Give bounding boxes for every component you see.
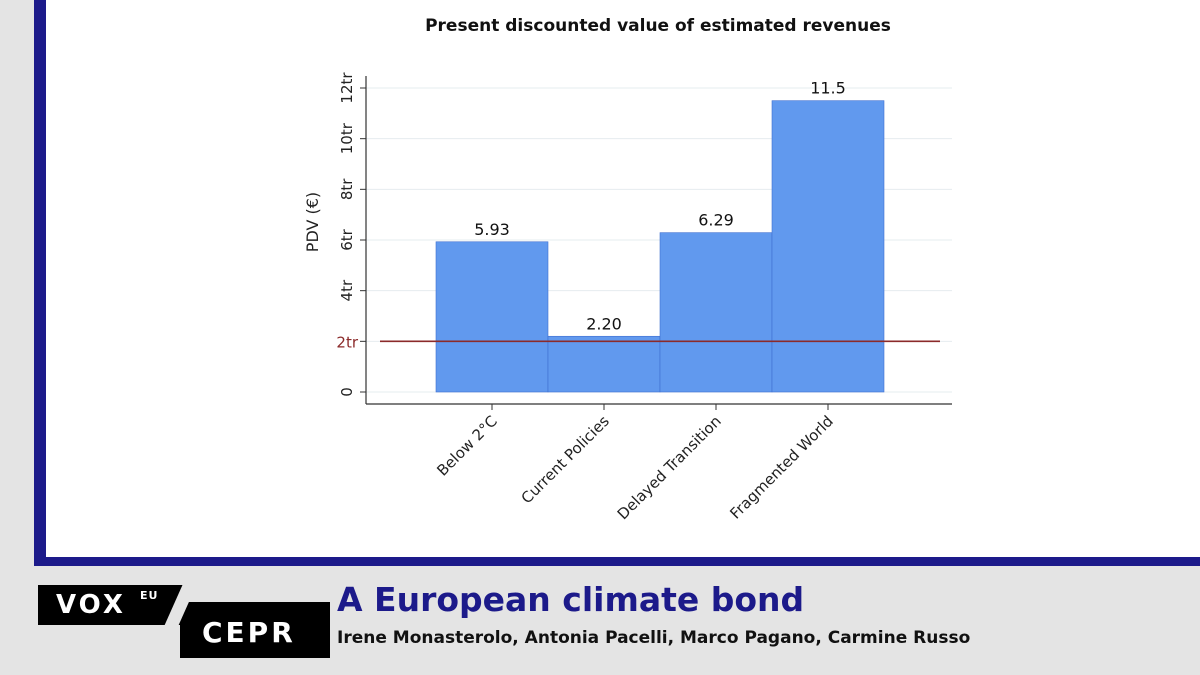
bar-value-label: 6.29: [698, 211, 734, 230]
bar-value-label: 5.93: [474, 220, 510, 239]
bar: [771, 100, 885, 393]
y-tick-label: 10tr: [338, 122, 356, 154]
bar-value-label: 11.5: [810, 79, 846, 98]
bar-value-label: 2.20: [586, 314, 622, 333]
logo-cepr: CEPR: [202, 616, 296, 649]
logo-eu: EU: [140, 589, 159, 602]
bar: [659, 232, 773, 393]
y-tick-label: 2tr: [336, 333, 358, 351]
x-tick-label: Fragmented World: [726, 412, 836, 522]
bar-chart: 0 2tr 4tr 6tr 8tr 10tr 12tr PDV (€) 5.93 Below 2°…: [303, 72, 952, 523]
chart-panel: Present discounted value of estimated re…: [34, 0, 1200, 566]
y-tick-label: 12tr: [338, 72, 356, 104]
article-title: A European climate bond: [337, 580, 805, 619]
bar: [435, 241, 549, 393]
x-tick-label: Below 2°C: [433, 412, 500, 479]
y-tick-label: 4tr: [338, 279, 356, 301]
x-tick-label: Delayed Transition: [614, 412, 725, 523]
y-tick-label: 8tr: [338, 178, 356, 200]
logo-vox: VOX: [56, 590, 126, 620]
y-axis-label: PDV (€): [303, 192, 322, 252]
x-tick-label: Current Policies: [518, 412, 613, 507]
y-tick-label: 6tr: [338, 228, 356, 250]
bar: [547, 335, 661, 393]
y-tick-label: 0: [338, 387, 356, 397]
vox-logo-box: VOX EU: [38, 585, 186, 625]
voxeu-cepr-logo: VOX EU CEPR: [34, 581, 334, 663]
article-authors: Irene Monasterolo, Antonia Pacelli, Marc…: [337, 628, 971, 648]
chart-title: Present discounted value of estimated re…: [425, 16, 891, 36]
cepr-logo-box: CEPR: [180, 602, 330, 658]
